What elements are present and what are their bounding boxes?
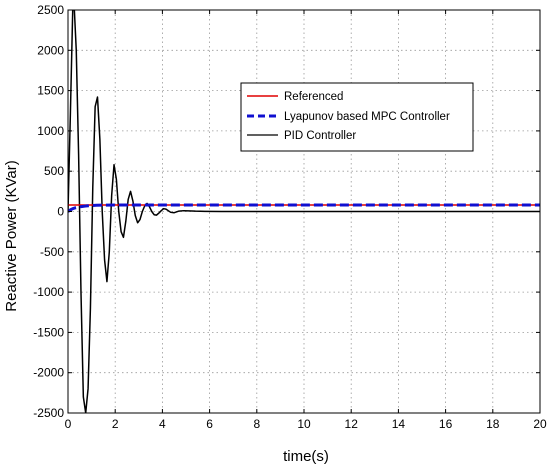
legend-label-mpc: Lyapunov based MPC Controller xyxy=(284,111,450,123)
y-tick-label: 1000 xyxy=(37,124,64,138)
y-tick-label: 500 xyxy=(44,164,64,178)
y-tick-label: -500 xyxy=(40,245,64,259)
x-tick-label: 16 xyxy=(439,417,453,431)
x-tick-label: 12 xyxy=(345,417,359,431)
y-tick-labels: -2500 -2000 -1500 -1000 -500 0 500 1000 1500 2000… xyxy=(33,3,64,420)
x-tick-label: 10 xyxy=(297,417,311,431)
legend: Referenced Lyapunov based MPC Controller… xyxy=(240,82,474,152)
y-tick-label: 0 xyxy=(57,205,64,219)
y-tick-label: -1000 xyxy=(33,285,64,299)
legend-box xyxy=(240,82,474,152)
x-tick-label: 6 xyxy=(206,417,213,431)
y-tick-label: 1500 xyxy=(37,84,64,98)
tick-marks xyxy=(67,9,541,414)
x-tick-label: 20 xyxy=(533,417,547,431)
x-tick-labels: 0 2 4 6 8 10 12 14 16 18 20 xyxy=(65,417,547,431)
series-lyapunov-mpc xyxy=(68,203,540,213)
y-axis-label: Reactive Power (KVar) xyxy=(3,160,20,311)
legend-label-referenced: Referenced xyxy=(284,91,343,103)
x-tick-label: 14 xyxy=(392,417,406,431)
y-tick-label: 2000 xyxy=(37,43,64,57)
x-tick-label: 18 xyxy=(486,417,500,431)
x-tick-label: 0 xyxy=(65,417,72,431)
y-tick-label: -1500 xyxy=(33,325,64,339)
x-axis-label: time(s) xyxy=(283,448,329,465)
x-tick-label: 8 xyxy=(253,417,260,431)
y-tick-label: -2000 xyxy=(33,366,64,380)
y-tick-label: -2500 xyxy=(33,406,64,420)
series-pid xyxy=(68,10,540,413)
series-layer xyxy=(68,10,540,413)
legend-label-pid: PID Controller xyxy=(284,130,356,142)
x-tick-label: 4 xyxy=(159,417,166,431)
x-tick-label: 2 xyxy=(112,417,119,431)
y-tick-label: 2500 xyxy=(37,3,64,17)
